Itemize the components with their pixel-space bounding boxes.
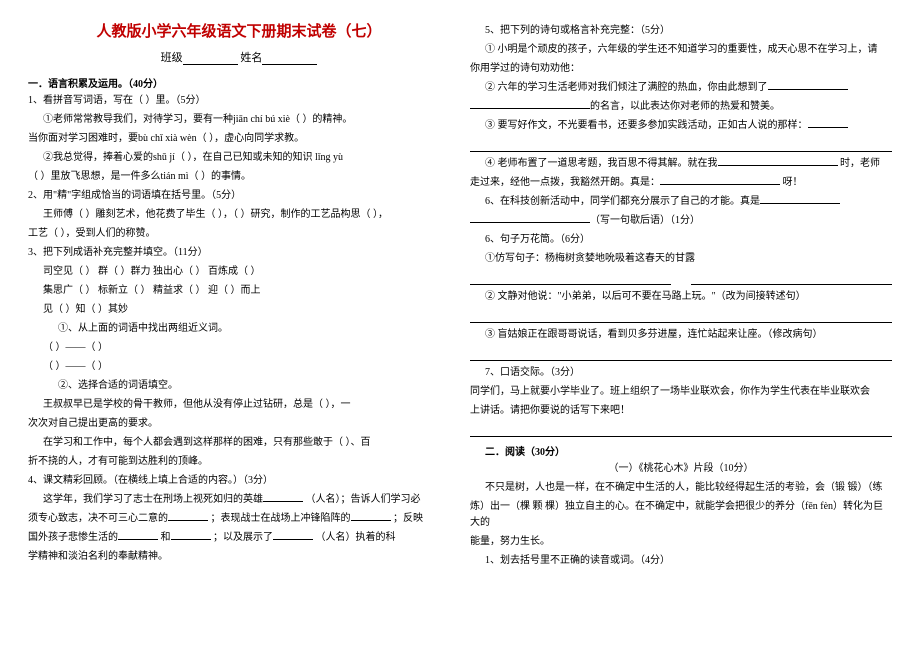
blank[interactable] bbox=[760, 194, 840, 204]
q3-sub2-l3: 在学习和工作中，每个人都会遇到这样那样的困难，只有那些敢于（ ）、百 bbox=[28, 435, 450, 451]
blank[interactable] bbox=[718, 156, 838, 166]
q4-l2: 须专心致志，决不可三心二意的 ；表现战士在战场上冲锋陷阵的 ；反映 bbox=[28, 511, 450, 527]
q2: 2、用"精"字组成恰当的词语填在括号里。（5分） bbox=[28, 188, 450, 204]
section2-head: 二．阅读（30分） bbox=[470, 443, 892, 458]
q7-l2: 上讲话。请把你要说的话写下来吧！ bbox=[470, 403, 892, 419]
q4: 4、课文精彩回顾。（在横线上填上合适的内容。）（3分） bbox=[28, 473, 450, 489]
q4-l3: 国外孩子悲惨生活的 和 ；以及展示了 （人名）执着的科 bbox=[28, 530, 450, 546]
q5: 5、把下列的诗句或格言补充完整：（5分） bbox=[470, 23, 892, 39]
section2-sub: （一）《桃花心木》片段（10分） bbox=[470, 461, 892, 477]
blank[interactable] bbox=[171, 530, 211, 540]
q5-l5: ③ 要写好作文，不光要看书，还要多参加实践活动，正如古人说的那样： bbox=[470, 118, 892, 134]
blank[interactable] bbox=[768, 80, 848, 90]
name-label: 姓名 bbox=[240, 52, 262, 64]
blank[interactable] bbox=[263, 492, 303, 502]
blank-line[interactable] bbox=[470, 423, 892, 437]
q2-line1: 王师傅（ ）雕刻艺术，他花费了毕生（ ），（ ）研究，制作的工艺品构思（ ）， bbox=[28, 207, 450, 223]
q5-l3: ② 六年的学习生活老师对我们倾注了满腔的热血，你由此想到了 bbox=[470, 80, 892, 96]
name-blank[interactable] bbox=[262, 53, 317, 65]
class-blank[interactable] bbox=[183, 53, 238, 65]
blank-line[interactable] bbox=[470, 347, 892, 361]
q3: 3、把下列成语补充完整并填空。（11分） bbox=[28, 245, 450, 261]
blank[interactable] bbox=[168, 511, 208, 521]
q1-line2: 当你面对学习困难时，要bù chǐ xià wèn（ ），虚心向同学求教。 bbox=[28, 131, 450, 147]
right-column: 5、把下列的诗句或格言补充完整：（5分） ① 小明是个顽皮的孩子，六年级的学生还… bbox=[460, 20, 902, 631]
blank-line[interactable] bbox=[470, 309, 892, 323]
q5-l9: （写一句歇后语）（1分） bbox=[470, 213, 892, 229]
q3-sub2: ②、选择合适的词语填空。 bbox=[28, 378, 450, 394]
q6: 6、句子万花筒。（6分） bbox=[470, 232, 892, 248]
sec2-q1: 1、划去括号里不正确的读音或词。（4分） bbox=[470, 553, 892, 569]
blank-line[interactable] bbox=[470, 138, 892, 152]
q3-sub2-l1: 王叔叔早已是学校的骨干教师，但他从没有停止过钻研，总是（ ），一 bbox=[28, 397, 450, 413]
section1-head: 一．语言积累及运用。（40分） bbox=[28, 75, 450, 90]
q6-l3: ③ 盲姑娘正在跟哥哥说话，看到贝多芬进屋，连忙站起来让座。（修改病句） bbox=[470, 327, 892, 343]
sec2-l2: 炼）出一（棵 颗 棵）独立自主的心。在不确定中，就能学会把很少的养分（fēn f… bbox=[470, 499, 892, 531]
blank[interactable] bbox=[351, 511, 391, 521]
q5-l6: ④ 老师布置了一道思考题，我百思不得其解。就在我 时，老师 bbox=[470, 156, 892, 172]
q7: 7、口语交际。（3分） bbox=[470, 365, 892, 381]
q2-line2: 工艺（ ），受到人们的称赞。 bbox=[28, 226, 450, 242]
q5-l2: 你用学过的诗句劝劝他： bbox=[470, 61, 892, 77]
q4-l1: 这学年，我们学习了志士在刑场上视死如归的英雄 （人名）；告诉人们学习必 bbox=[28, 492, 450, 508]
sec2-l1: 不只是树，人也是一样，在不确定中生活的人，能比较经得起生活的考验，会（锻 锻）（… bbox=[470, 480, 892, 496]
q4-l4: 学精神和淡泊名利的奉献精神。 bbox=[28, 549, 450, 565]
q3-sub1-pair2: （ ）——（ ） bbox=[28, 359, 450, 375]
q6-l2: ② 文静对他说："小弟弟，以后可不要在马路上玩。"（改为间接转述句） bbox=[470, 289, 892, 305]
q3-l1: 司空见（ ） 群（ ）群力 独出心（ ） 百炼成（ ） bbox=[28, 264, 450, 280]
q5-l7: 走过来，经他一点拨，我豁然开朗。真是： 呀！ bbox=[470, 175, 892, 191]
blank-pair[interactable] bbox=[470, 271, 892, 285]
exam-title: 人教版小学六年级语文下册期末试卷（七） bbox=[28, 20, 450, 41]
q1-line3: ②我总觉得，捧着心爱的shū jí（ ），在自己已知或未知的知识 lǐng yù bbox=[28, 150, 450, 166]
left-column: 人教版小学六年级语文下册期末试卷（七） 班级 姓名 一．语言积累及运用。（40分… bbox=[18, 20, 460, 631]
q3-sub2-l4: 折不挠的人，才有可能到达胜利的顶峰。 bbox=[28, 454, 450, 470]
blank[interactable] bbox=[660, 175, 780, 185]
blank[interactable] bbox=[118, 530, 158, 540]
q1-line1: ①老师常常教导我们，对待学习，要有一种jiān chí bú xiè（ ）的精神… bbox=[28, 112, 450, 128]
q5-l4: 的名言，以此表达你对老师的热爱和赞美。 bbox=[470, 99, 892, 115]
blank[interactable] bbox=[470, 99, 590, 109]
sec2-l3: 能量，努力生长。 bbox=[470, 534, 892, 550]
blank[interactable] bbox=[808, 118, 848, 128]
q3-sub2-l2: 次次对自己提出更高的要求。 bbox=[28, 416, 450, 432]
class-label: 班级 bbox=[161, 52, 183, 64]
q1-line4: （ ）里放飞思想，是一件多么tián mì（ ）的事情。 bbox=[28, 169, 450, 185]
q6-l1: ①仿写句子：杨梅树贪婪地吮吸着这春天的甘露 bbox=[470, 251, 892, 267]
q3-sub1-pair: （ ）——（ ） bbox=[28, 340, 450, 356]
q3-l2: 集思广（ ） 标新立（ ） 精益求（ ） 迎（ ）而上 bbox=[28, 283, 450, 299]
q7-l1: 同学们，马上就要小学毕业了。班上组织了一场毕业联欢会，你作为学生代表在毕业联欢会 bbox=[470, 384, 892, 400]
q3-sub1: ①、从上面的词语中找出两组近义词。 bbox=[28, 321, 450, 337]
blank[interactable] bbox=[273, 530, 313, 540]
q3-l3: 见（ ）知（ ）其妙 bbox=[28, 302, 450, 318]
q5-l8: 6、在科技创新活动中，同学们都充分展示了自己的才能。真是 bbox=[470, 194, 892, 210]
q1: 1、看拼音写词语，写在（ ）里。（5分） bbox=[28, 93, 450, 109]
q5-l1: ① 小明是个顽皮的孩子，六年级的学生还不知道学习的重要性，成天心思不在学习上，请 bbox=[470, 42, 892, 58]
name-fields: 班级 姓名 bbox=[28, 49, 450, 65]
blank[interactable] bbox=[470, 213, 590, 223]
